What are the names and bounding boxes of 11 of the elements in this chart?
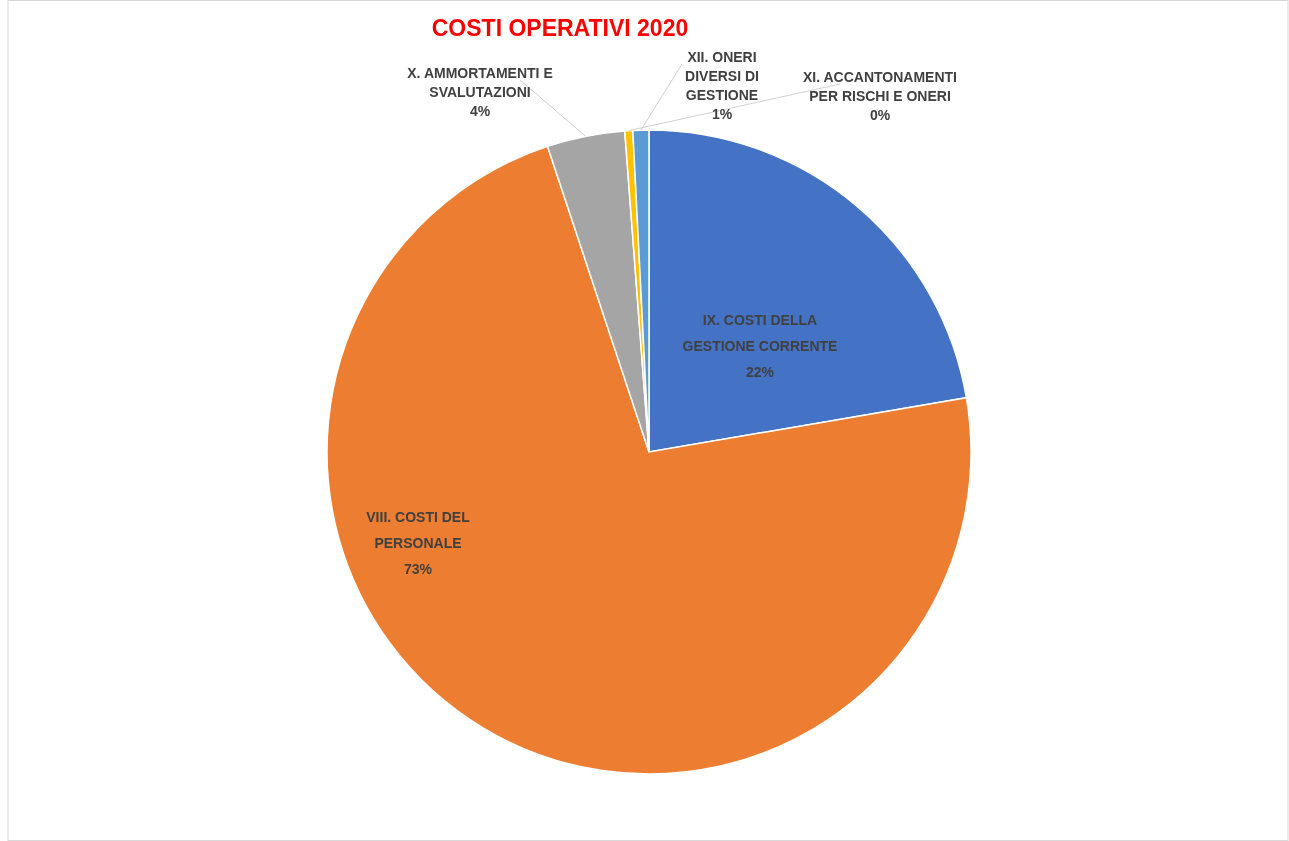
slice-label: IX. COSTI DELLA GESTIONE CORRENTE xyxy=(682,312,838,354)
data-label: 22% xyxy=(745,364,775,380)
slice-label: XII. ONERI DIVERSI DI GESTIONE xyxy=(685,49,759,103)
slice-label: VIII. COSTI DEL PERSONALE xyxy=(366,509,471,551)
slice-label: X. AMMORTAMENTI E SVALUTAZIONI xyxy=(407,65,553,100)
data-label: 1% xyxy=(711,106,733,122)
slice-label: XI. ACCANTONAMENTI PER RISCHI E ONERI xyxy=(803,69,957,104)
data-label: 0% xyxy=(869,107,891,123)
data-label: 4% xyxy=(469,103,491,119)
chart-title: COSTI OPERATIVI 2020 xyxy=(431,15,689,41)
data-label: 73% xyxy=(403,561,433,577)
